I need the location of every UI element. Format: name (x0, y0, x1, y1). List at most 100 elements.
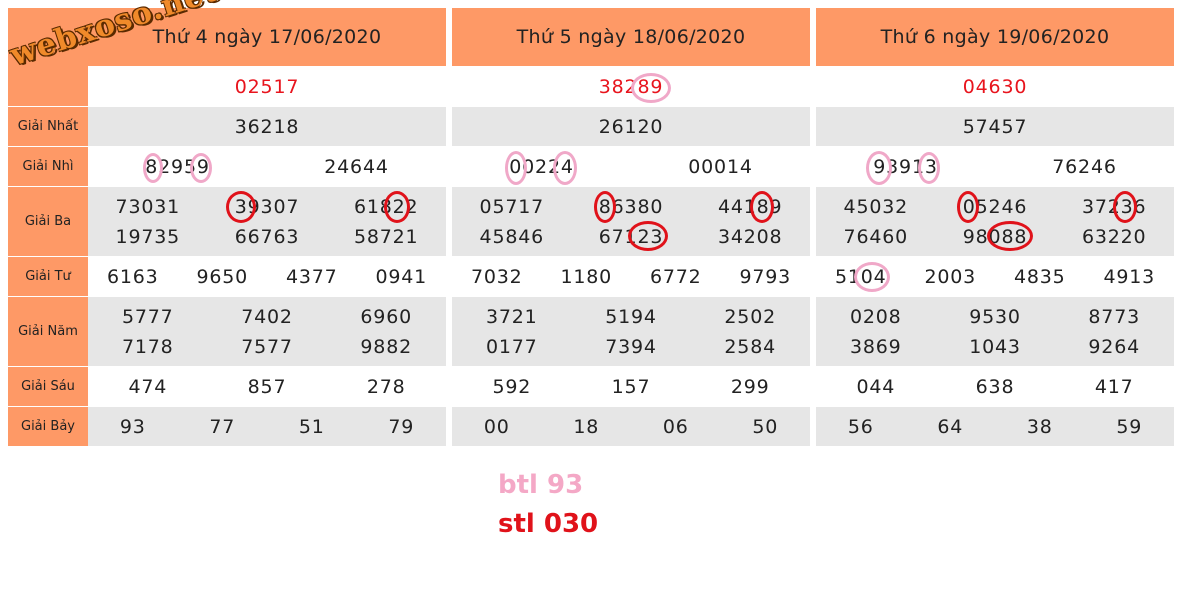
highlight-circle (866, 151, 892, 185)
lottery-number: 0208 (850, 306, 902, 328)
panel-date-header: Thứ 5 ngày 18/06/2020 (452, 8, 810, 67)
highlight-circle (918, 152, 940, 184)
highlight-circle (854, 262, 890, 292)
lottery-number: 64 (937, 416, 964, 438)
result-panel: Thứ 6 ngày 19/06/2020 04630 57457 93913 7624… (816, 8, 1174, 447)
highlight-circle (384, 191, 410, 223)
highlight-circle (1113, 191, 1137, 223)
lottery-number: 06 (662, 416, 689, 438)
highlight-circle (594, 191, 616, 223)
panel-date-header: Thứ 4 ngày 17/06/2020 (88, 8, 446, 67)
row-fifth: 3721 5194 2502 0177 7394 2584 (452, 297, 810, 367)
row-second: 82959 24644 (88, 147, 446, 187)
lottery-number: 50 (752, 416, 779, 438)
row-sixth: 044 638 417 (816, 367, 1174, 407)
stl-note: stl 030 (498, 509, 599, 539)
prize-label: Giải Bảy (8, 407, 88, 447)
lottery-number: 8773 (1088, 306, 1140, 328)
lottery-number: 278 (366, 376, 406, 398)
prize-label: Giải Ba (8, 187, 88, 257)
row-seventh: 56 64 38 59 (816, 407, 1174, 447)
lottery-number: 66763 (234, 226, 300, 248)
lottery-number: 4377 (285, 266, 338, 288)
lottery-number: 00014 (688, 156, 753, 178)
lottery-number: 58721 (353, 226, 419, 248)
lottery-number: 7402 (241, 306, 293, 328)
panel-date-header: Thứ 6 ngày 19/06/2020 (816, 8, 1174, 67)
row-first: 36218 (88, 107, 446, 147)
btl-note: btl 93 (498, 470, 584, 500)
lottery-number: 0941 (375, 266, 428, 288)
lottery-number: 7577 (241, 336, 293, 358)
lottery-number: 63220 (1081, 226, 1147, 248)
prize-label: Giải Sáu (8, 367, 88, 407)
highlight-circle (143, 153, 163, 183)
lottery-number: 26120 (598, 116, 664, 138)
lottery-number: 2502 (724, 306, 776, 328)
lottery-number: 9264 (1088, 336, 1140, 358)
lottery-number: 638 (975, 376, 1015, 398)
lottery-number: 2003 (924, 266, 977, 288)
row-special: 04630 (816, 67, 1174, 107)
lottery-number: 77 (209, 416, 236, 438)
row-fourth: 7032 1180 6772 9793 (452, 257, 810, 297)
highlight-circle (190, 153, 212, 183)
lottery-number: 3869 (850, 336, 902, 358)
highlight-circle (553, 151, 577, 185)
lottery-number: 3721 (486, 306, 538, 328)
lottery-number: 36218 (234, 116, 300, 138)
lottery-number: 1043 (969, 336, 1021, 358)
lottery-number: 417 (1094, 376, 1134, 398)
lottery-number: 044 (856, 376, 896, 398)
lottery-number: 9882 (360, 336, 412, 358)
lottery-number: 5777 (122, 306, 174, 328)
lottery-number: 05717 (479, 196, 545, 218)
prize-label (8, 8, 88, 107)
row-first: 57457 (816, 107, 1174, 147)
prize-label: Giải Tư (8, 257, 88, 297)
lottery-number: 7394 (605, 336, 657, 358)
lottery-number: 00 (483, 416, 510, 438)
lottery-number: 05246 (962, 196, 1028, 218)
lottery-number: 9793 (739, 266, 792, 288)
prize-label: Giải Năm (8, 297, 88, 367)
prize-label: Giải Nhất (8, 107, 88, 147)
row-sixth: 474 857 278 (88, 367, 446, 407)
lottery-number: 45032 (843, 196, 909, 218)
lottery-number: 6772 (649, 266, 702, 288)
highlight-circle (957, 191, 979, 223)
row-sixth: 592 157 299 (452, 367, 810, 407)
lottery-number: 7178 (122, 336, 174, 358)
lottery-number: 4835 (1013, 266, 1066, 288)
lottery-number: 857 (247, 376, 287, 398)
prize-label: Giải Nhì (8, 147, 88, 187)
lottery-number: 76460 (843, 226, 909, 248)
lottery-number: 93 (119, 416, 146, 438)
lottery-number: 157 (611, 376, 651, 398)
lottery-number: 0177 (486, 336, 538, 358)
row-fifth: 0208 9530 8773 3869 1043 9264 (816, 297, 1174, 367)
row-third: 05717 86380 44189 45846 67123 34208 (452, 187, 810, 257)
highlight-circle (750, 191, 774, 223)
lottery-number: 02517 (234, 76, 300, 98)
lottery-number: 79 (388, 416, 415, 438)
lottery-number: 73031 (115, 196, 181, 218)
result-panel: Thứ 4 ngày 17/06/2020 02517 36218 82959 2464… (88, 8, 446, 447)
lottery-number: 4913 (1103, 266, 1156, 288)
lottery-number: 56 (847, 416, 874, 438)
lottery-number: 24644 (324, 156, 389, 178)
lottery-number: 59 (1116, 416, 1143, 438)
row-first: 26120 (452, 107, 810, 147)
row-fourth: 6163 9650 4377 0941 (88, 257, 446, 297)
highlight-circle (628, 221, 668, 251)
row-seventh: 00 18 06 50 (452, 407, 810, 447)
lottery-number: 6163 (106, 266, 159, 288)
lottery-number: 51 (298, 416, 325, 438)
lottery-number: 45846 (479, 226, 545, 248)
result-panel: Thứ 5 ngày 18/06/2020 38289 26120 00224 0001… (452, 8, 810, 447)
highlight-circle (226, 191, 256, 223)
lottery-number: 5194 (605, 306, 657, 328)
lottery-number: 34208 (717, 226, 783, 248)
lottery-number: 76246 (1052, 156, 1117, 178)
lottery-number: 57457 (962, 116, 1028, 138)
